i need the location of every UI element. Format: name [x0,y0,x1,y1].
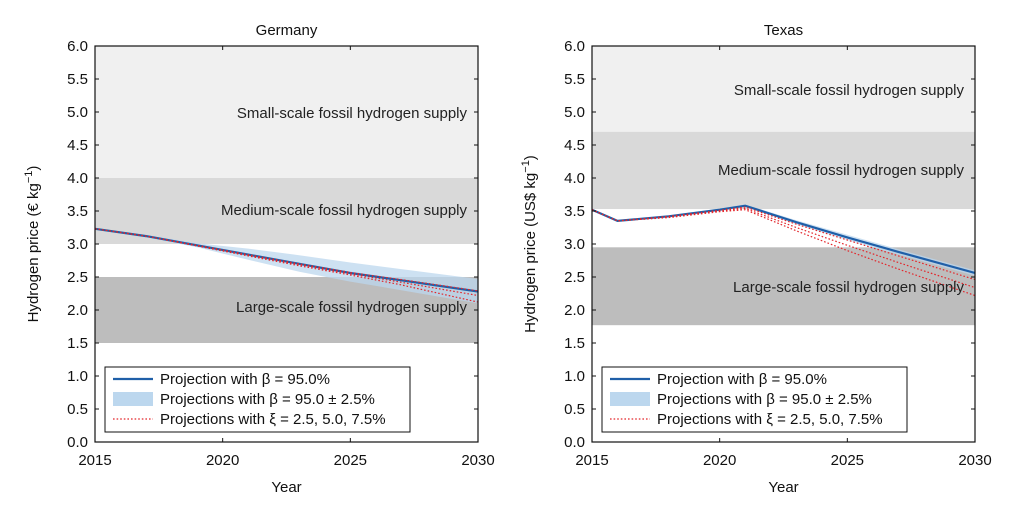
legend-box [104,366,411,433]
x-tick-label: 2020 [206,452,239,469]
y-tick-label: 2.5 [564,269,585,286]
x-tick-label: 2015 [78,452,111,469]
y-axis-label: Hydrogen price (€ kg−1) [23,166,42,323]
x-tick-label: 2025 [831,452,864,469]
legend-swatch-band [610,392,650,406]
legend: Projection with β = 95.0% Projections wit… [601,366,908,433]
y-tick-label: 4.5 [564,137,585,154]
legend-label-2: Projections with β = 95.0 ± 2.5% [657,391,872,408]
y-tick-label: 0.0 [67,434,88,451]
xi-projection-line-1 [95,228,478,292]
legend-label-2: Projections with β = 95.0 ± 2.5% [160,391,375,408]
xi-projection-line-3 [592,209,975,297]
supply-band-2 [592,131,975,210]
y-tick-label: 0.5 [67,401,88,418]
y-tick-label: 5.0 [564,104,585,121]
legend-label-3: Projections with ξ = 2.5, 5.0, 7.5% [160,411,386,428]
y-tick-label: 1.0 [564,368,585,385]
xi-projection-line-3 [95,228,478,303]
y-axis-label: Hydrogen price (US$ kg−1) [520,155,539,333]
y-tick-label: 5.5 [564,71,585,88]
y-tick-label: 0.5 [564,401,585,418]
chart-title: Germany [256,22,318,39]
legend-label-1: Projection with β = 95.0% [657,371,827,388]
y-tick-label: 3.0 [67,236,88,253]
x-axis-label: Year [768,479,798,496]
y-tick-label: 4.5 [67,137,88,154]
y-tick-label: 3.0 [564,236,585,253]
legend-box [601,366,908,433]
supply-band-1 [592,46,975,132]
y-tick-label: 6.0 [67,38,88,55]
chart-title: Texas [764,22,803,39]
xi-projection-line-2 [592,207,975,289]
band-label-1: Small-scale fossil hydrogen supply [237,105,468,122]
xi-projection-line-1 [592,206,975,281]
chart-panel-2: Small-scale fossil hydrogen supply Medium… [520,22,992,496]
supply-band-1 [95,46,478,178]
band-label-1: Small-scale fossil hydrogen supply [734,82,965,99]
legend-swatch-band [113,392,153,406]
y-tick-label: 6.0 [564,38,585,55]
band-label-3: Large-scale fossil hydrogen supply [236,299,467,316]
projection-line [592,204,975,275]
y-tick-label: 2.0 [67,302,88,319]
y-tick-label: 3.5 [67,203,88,220]
supply-band-3 [592,247,975,326]
legend-label-3: Projections with ξ = 2.5, 5.0, 7.5% [657,411,883,428]
y-tick-label: 0.0 [564,434,585,451]
y-tick-label: 4.0 [67,170,88,187]
beta-uncertainty-band [95,228,478,304]
supply-band-2 [95,178,478,244]
xi-projection-line-2 [95,228,478,297]
y-tick-label: 1.0 [67,368,88,385]
x-axis-label: Year [271,479,301,496]
y-tick-label: 1.5 [564,335,585,352]
legend: Projection with β = 95.0% Projections wit… [104,366,411,433]
y-tick-label: 5.0 [67,104,88,121]
y-tick-label: 3.5 [564,203,585,220]
chart-panel-1: Small-scale fossil hydrogen supply Medium… [23,22,495,496]
y-tick-label: 1.5 [67,335,88,352]
band-label-2: Medium-scale fossil hydrogen supply [718,162,964,179]
x-tick-label: 2020 [703,452,736,469]
legend-label-1: Projection with β = 95.0% [160,371,330,388]
y-tick-label: 2.0 [564,302,585,319]
x-tick-label: 2030 [958,452,991,469]
x-tick-label: 2030 [461,452,494,469]
band-label-3: Large-scale fossil hydrogen supply [733,279,964,296]
x-tick-label: 2025 [334,452,367,469]
x-tick-label: 2015 [575,452,608,469]
band-label-2: Medium-scale fossil hydrogen supply [221,202,467,219]
y-tick-label: 2.5 [67,269,88,286]
y-tick-label: 5.5 [67,71,88,88]
y-tick-label: 4.0 [564,170,585,187]
